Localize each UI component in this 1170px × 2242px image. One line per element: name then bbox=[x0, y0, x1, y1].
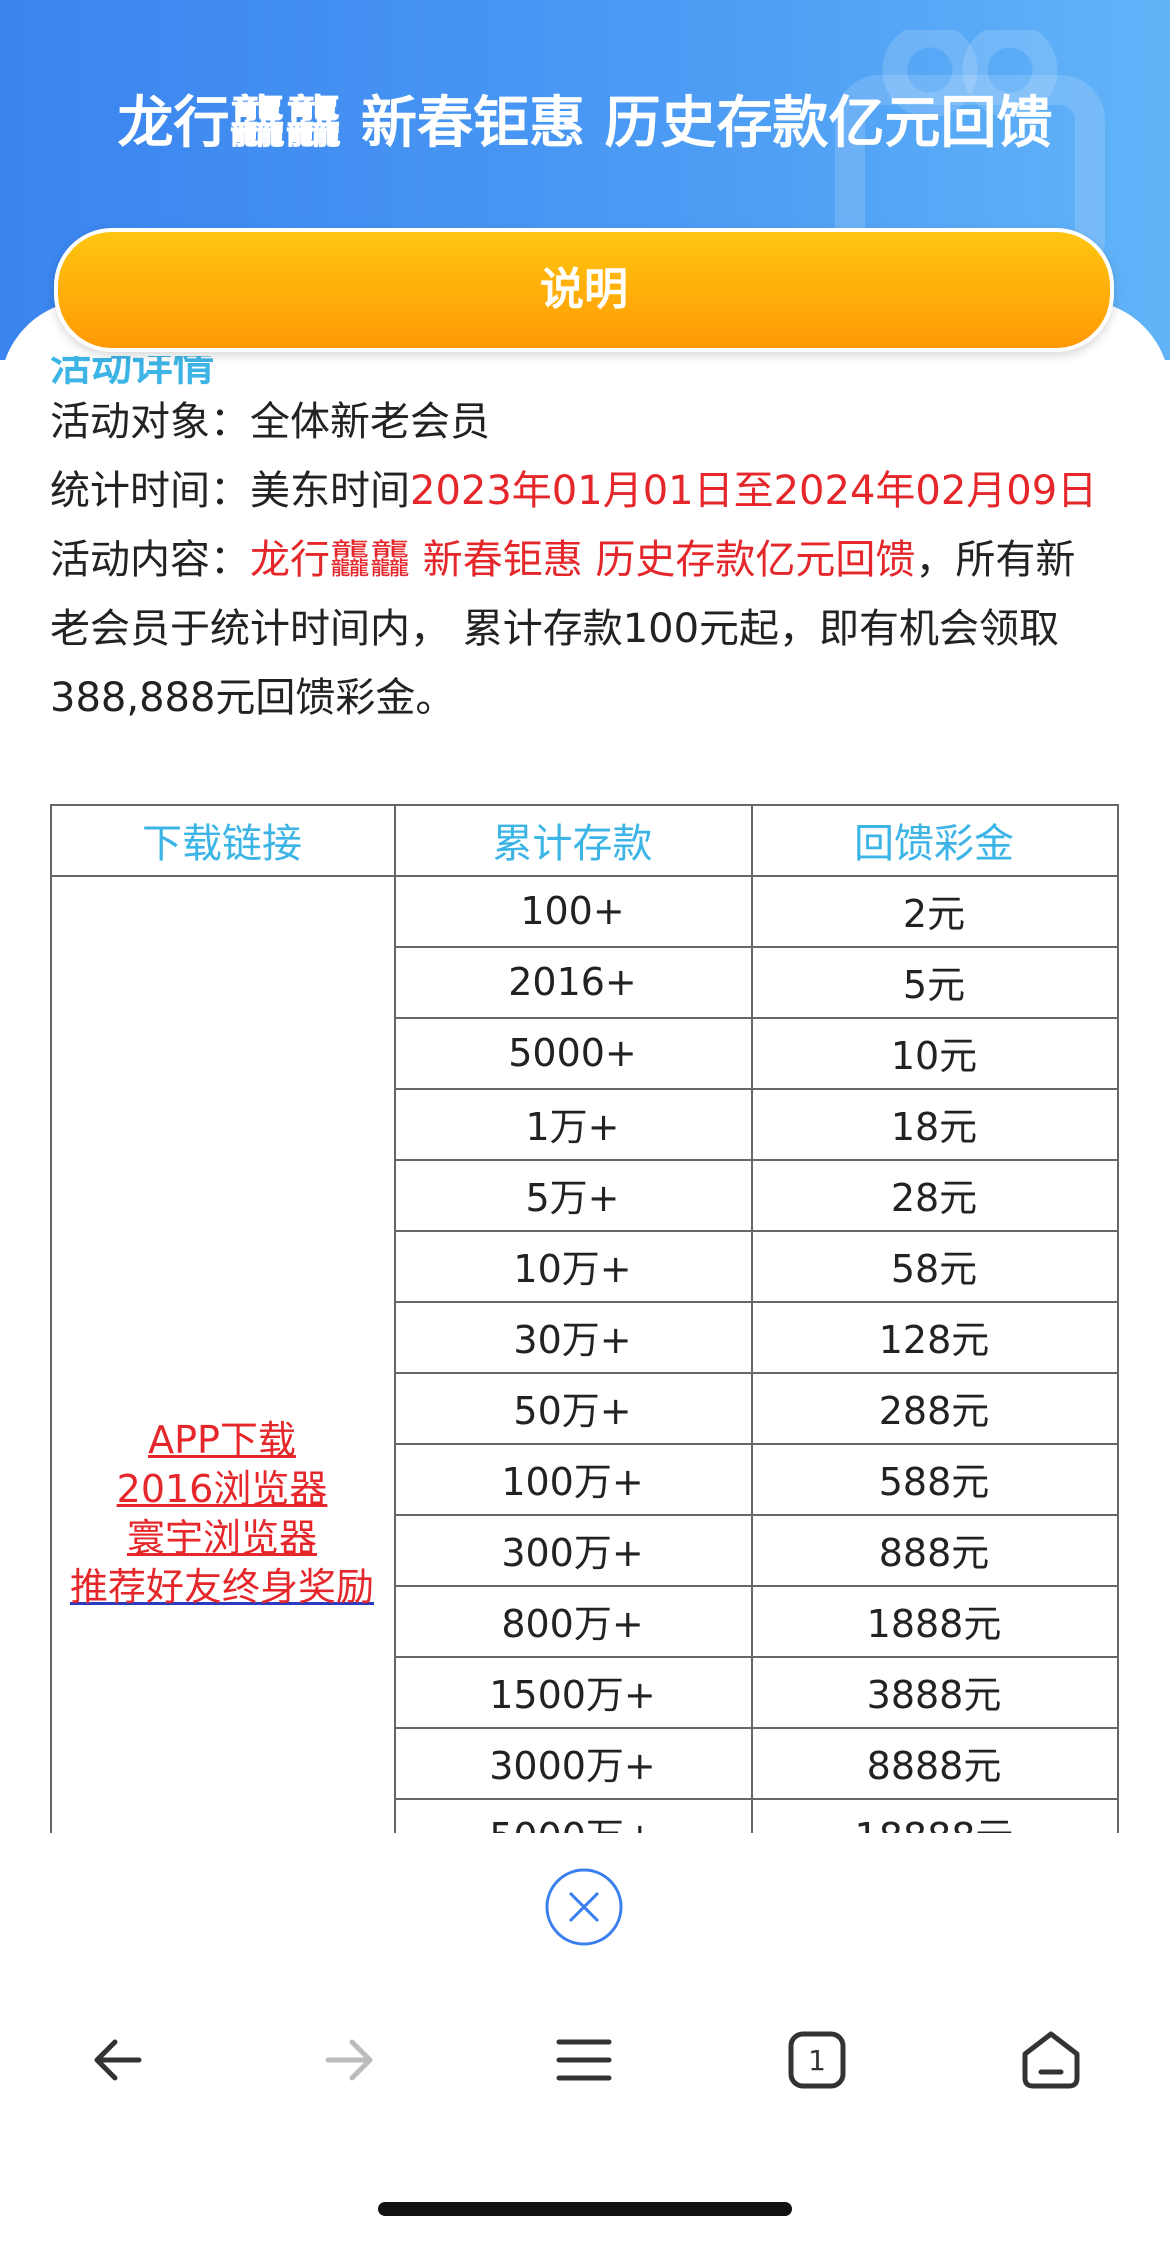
deposit-cell: 1500万+ bbox=[489, 1673, 656, 1717]
page-title: 龙行龘龘 新春钜惠 历史存款亿元回馈 bbox=[117, 91, 1053, 156]
highlight: 2023年01月01日至2024年02月09日 bbox=[410, 468, 1098, 514]
home-indicator bbox=[378, 2202, 792, 2216]
intro-line: 活动对象：全体新老会员 bbox=[50, 388, 1120, 457]
deposit-cell: 800万+ bbox=[501, 1602, 644, 1646]
deposit-cell: 2016+ bbox=[508, 959, 637, 1004]
table-border bbox=[394, 1017, 1117, 1019]
forward-button[interactable] bbox=[320, 2030, 380, 2090]
deposit-cell: 100万+ bbox=[501, 1460, 644, 1504]
table-border bbox=[394, 1727, 1117, 1729]
bonus-cell: 2元 bbox=[902, 892, 966, 936]
bonus-cell: 10元 bbox=[890, 1034, 978, 1078]
table-border bbox=[394, 1372, 1117, 1374]
bonus-cell: 58元 bbox=[890, 1247, 978, 1291]
deposit-cell: 10万+ bbox=[513, 1247, 632, 1291]
content-card bbox=[0, 300, 1170, 2242]
label: 活动对象： bbox=[50, 399, 250, 445]
text: 全体新老会员 bbox=[250, 399, 490, 445]
deposit-cell: 100+ bbox=[520, 888, 625, 933]
bonus-cell: 18888元 bbox=[751, 1798, 1117, 1833]
deposit-cell: 30万+ bbox=[513, 1318, 632, 1362]
deposit-cell: 5万+ bbox=[525, 1176, 620, 1220]
table-border bbox=[1117, 804, 1119, 1833]
bonus-cell: 3888元 bbox=[866, 1673, 1002, 1717]
table-border bbox=[50, 804, 1117, 806]
back-button[interactable] bbox=[87, 2030, 147, 2090]
intro-line: 活动内容：龙行龘龘 新春钜惠 历史存款亿元回馈，所有新老会员于统计时间内， 累计… bbox=[50, 526, 1110, 733]
deposit-cell: 3000万+ bbox=[489, 1744, 656, 1788]
download-link[interactable]: 寰宇浏览器 bbox=[126, 1516, 317, 1560]
table-border bbox=[394, 1230, 1117, 1232]
highlight: 龙行龘龘 新春钜惠 历史存款亿元回馈 bbox=[250, 537, 916, 583]
table-border bbox=[751, 804, 753, 1833]
close-button[interactable] bbox=[544, 1867, 624, 1947]
table-border bbox=[394, 1301, 1117, 1303]
deposit-cell: 300万+ bbox=[501, 1531, 644, 1575]
table-border bbox=[394, 804, 396, 1833]
download-link[interactable]: APP下载 bbox=[148, 1418, 296, 1462]
bonus-cell: 28元 bbox=[890, 1176, 978, 1220]
table-header: 回馈彩金 bbox=[854, 820, 1014, 867]
bonus-cell: 18元 bbox=[890, 1105, 978, 1149]
table-border bbox=[50, 875, 1117, 877]
download-link[interactable]: 推荐好友终身奖励 bbox=[69, 1565, 374, 1609]
table-border bbox=[394, 1088, 1117, 1090]
table-border bbox=[50, 804, 52, 1833]
bonus-cell: 888元 bbox=[878, 1531, 990, 1575]
section-heading: 活动详情 bbox=[50, 342, 214, 390]
intro-line: 统计时间：美东时间2023年01月01日至2024年02月09日 bbox=[50, 457, 1120, 526]
table-border bbox=[394, 1443, 1117, 1445]
download-link[interactable]: 2016浏览器 bbox=[116, 1467, 328, 1511]
explain-button[interactable]: 说明 bbox=[54, 228, 1114, 352]
table-header: 下载链接 bbox=[142, 820, 302, 867]
home-button[interactable] bbox=[1021, 2030, 1081, 2090]
table-border bbox=[394, 1585, 1117, 1587]
label: 活动内容： bbox=[50, 537, 250, 583]
text: ，所有新老会员于统计时间内， 累计存款100元起，即有机会领取388,888元回… bbox=[50, 537, 1076, 721]
bonus-cell: 288元 bbox=[878, 1389, 990, 1433]
table-border bbox=[394, 1159, 1117, 1161]
deposit-cell: 50万+ bbox=[513, 1389, 632, 1433]
deposit-cell: 1万+ bbox=[525, 1105, 620, 1149]
bonus-cell: 8888元 bbox=[866, 1744, 1002, 1788]
bonus-cell: 588元 bbox=[878, 1460, 990, 1504]
menu-button[interactable] bbox=[554, 2030, 614, 2090]
text: 美东时间 bbox=[250, 468, 410, 514]
table-header: 累计存款 bbox=[492, 820, 653, 867]
bonus-cell: 5元 bbox=[902, 963, 966, 1007]
deposit-cell: 5000万+ bbox=[394, 1798, 751, 1833]
tabs-button[interactable]: 1 bbox=[787, 2030, 847, 2090]
table-border bbox=[394, 1798, 1117, 1800]
table-border bbox=[394, 1656, 1117, 1658]
table-border bbox=[394, 1514, 1117, 1516]
deposit-cell: 5000+ bbox=[508, 1030, 637, 1075]
table-border bbox=[394, 946, 1117, 948]
bonus-cell: 1888元 bbox=[866, 1602, 1002, 1646]
tab-count: 1 bbox=[808, 2044, 826, 2077]
label: 统计时间： bbox=[50, 468, 250, 514]
bonus-cell: 128元 bbox=[878, 1318, 990, 1362]
